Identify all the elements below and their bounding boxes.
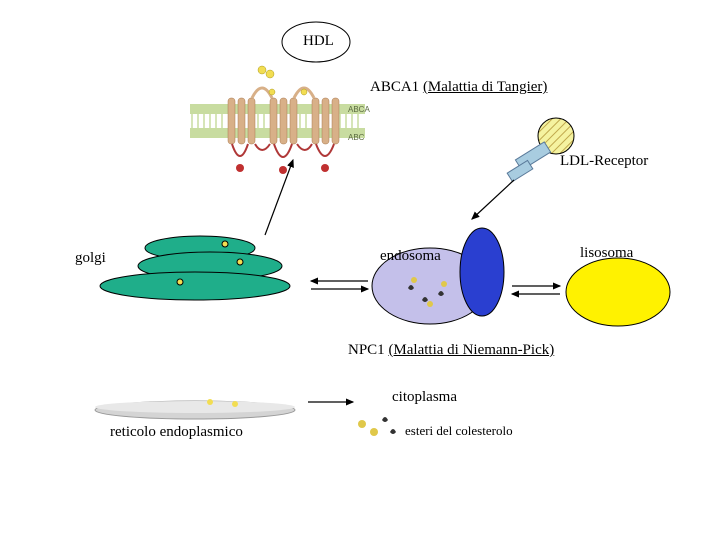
npc1-label: NPC1 (Malattia di Niemann-Pick) [348, 342, 554, 359]
svg-text:ABC: ABC [348, 133, 365, 142]
golgi-shape [100, 236, 290, 300]
diagram-canvas: ABCA ABC [0, 0, 720, 540]
er-label: reticolo endoplasmico [110, 424, 243, 441]
ldl-receptor-shape [507, 118, 574, 182]
svg-text:ABCA: ABCA [348, 105, 370, 114]
er-shape [95, 399, 295, 419]
ester-icons [358, 417, 396, 436]
ldl-receptor-label: LDL-Receptor [560, 153, 648, 170]
lisosoma-label: lisosoma [580, 245, 633, 262]
citoplasma-label: citoplasma [392, 389, 457, 406]
endosoma-label: endosoma [380, 248, 441, 265]
esters-label: esteri del colesterolo [405, 423, 513, 439]
lisosoma-shape [566, 258, 670, 326]
abca1-label: ABCA1 (Malattia di Tangier) [370, 79, 547, 96]
membrane: ABCA ABC [190, 66, 370, 174]
golgi-label: golgi [75, 250, 106, 267]
hdl-label: HDL [303, 33, 334, 50]
endosoma-shape [372, 228, 504, 324]
